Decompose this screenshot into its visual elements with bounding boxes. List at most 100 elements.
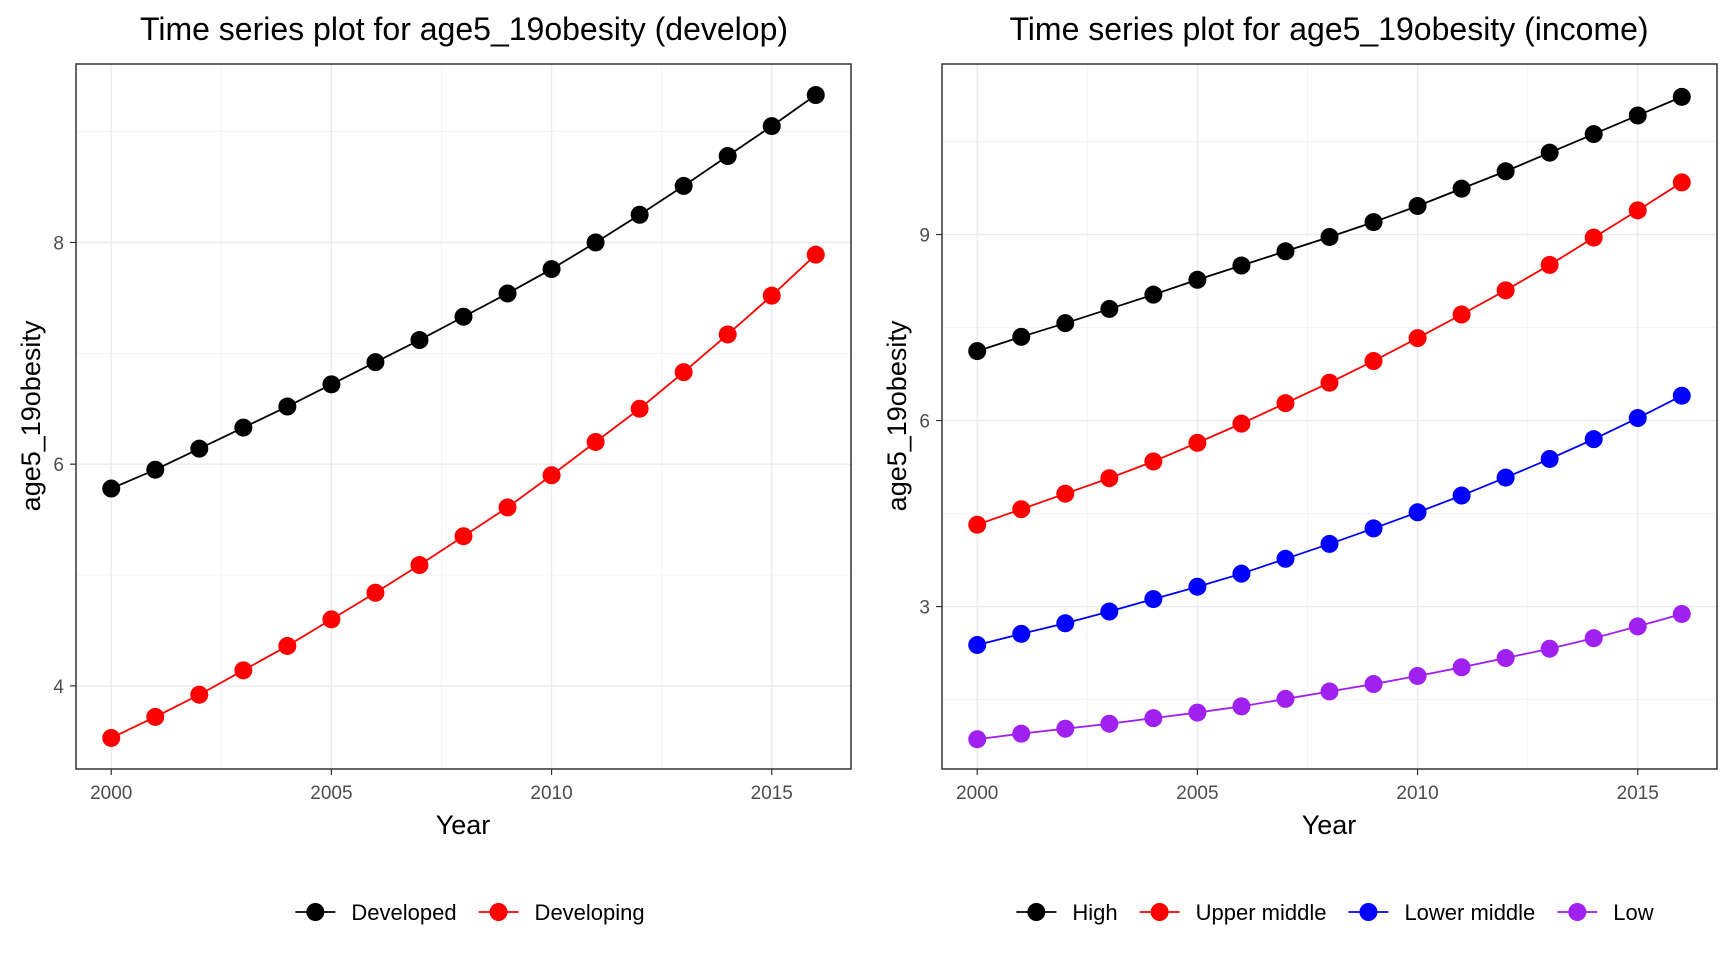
data-point	[1452, 179, 1471, 198]
data-point	[542, 260, 561, 279]
data-point	[1232, 256, 1251, 275]
data-point	[1144, 590, 1163, 609]
legend-label: Low	[1613, 900, 1653, 925]
data-point	[1188, 270, 1207, 289]
data-point	[1232, 564, 1251, 583]
legend-item: Upper middle	[1139, 900, 1327, 925]
data-point	[718, 325, 737, 344]
plot-panel-border	[941, 63, 1718, 770]
data-point	[1056, 614, 1075, 633]
data-point	[1452, 658, 1471, 677]
data-point	[1496, 468, 1515, 487]
data-point	[1144, 709, 1163, 728]
data-point	[1100, 469, 1119, 488]
data-point	[968, 730, 987, 749]
y-axis-title: age5_19obesity	[16, 320, 46, 511]
data-point	[586, 432, 605, 451]
data-point	[1100, 299, 1119, 318]
data-point	[1672, 386, 1691, 405]
chart-income: Time series plot for age5_19obesity (inc…	[882, 11, 1718, 925]
data-point	[806, 245, 825, 264]
data-point	[146, 460, 165, 479]
legend-label: Upper middle	[1196, 900, 1327, 925]
grid	[942, 64, 1717, 769]
chart-title: Time series plot for age5_19obesity (dev…	[140, 11, 788, 47]
x-tick-label: 2010	[1396, 783, 1438, 804]
y-tick-label: 8	[53, 233, 64, 254]
legend-key-point	[489, 903, 508, 921]
y-tick-label: 9	[919, 226, 930, 247]
data-point	[190, 439, 209, 458]
data-point	[674, 363, 693, 382]
data-point	[1100, 714, 1119, 733]
data-point	[1364, 352, 1383, 371]
series-line	[977, 613, 1683, 741]
data-point	[1012, 724, 1031, 743]
data-point	[1012, 624, 1031, 643]
data-point	[410, 331, 429, 350]
data-point	[806, 86, 825, 105]
data-point	[1584, 430, 1603, 449]
legend-key-point	[1359, 903, 1378, 921]
data-point	[1320, 682, 1339, 701]
data-point	[1276, 549, 1295, 568]
grid	[76, 64, 851, 769]
series-line	[110, 254, 817, 739]
legend-item: Developing	[478, 900, 645, 925]
legend-key-point	[1150, 903, 1169, 921]
data-point	[1452, 486, 1471, 505]
data-point	[1540, 143, 1559, 162]
data-point	[1408, 503, 1427, 522]
x-axis-title: Year	[1302, 810, 1357, 840]
data-point	[1628, 409, 1647, 428]
data-point	[1584, 228, 1603, 247]
data-point	[1012, 327, 1031, 346]
data-point	[410, 556, 429, 575]
legend-label: Developing	[535, 900, 645, 925]
data-point	[1496, 281, 1515, 300]
axis-ticks: 2000 2005 2010 2015 4 6 8	[53, 233, 792, 804]
data-point	[968, 342, 987, 361]
legend-item: Developed	[295, 900, 457, 925]
data-point	[1540, 639, 1559, 658]
data-point	[1408, 666, 1427, 685]
x-tick-label: 2005	[1176, 783, 1218, 804]
data-point	[968, 515, 987, 534]
series-layer	[968, 87, 1691, 749]
data-point	[1144, 452, 1163, 471]
axis-ticks: 2000 2005 2010 2015 3 6 9	[919, 226, 1658, 804]
data-point	[1540, 449, 1559, 468]
data-point	[1276, 689, 1295, 708]
plot-panel-border	[75, 63, 852, 770]
data-point	[586, 233, 605, 252]
data-point	[322, 375, 341, 394]
data-point	[366, 353, 385, 372]
data-point	[1496, 649, 1515, 668]
data-point	[1496, 162, 1515, 181]
series-line	[976, 96, 1683, 352]
data-point	[366, 583, 385, 602]
x-tick-label: 2010	[530, 783, 572, 804]
data-point	[1320, 227, 1339, 246]
data-point	[1056, 484, 1075, 503]
x-tick-label: 2015	[751, 783, 793, 804]
data-point	[1408, 196, 1427, 215]
data-point	[1276, 242, 1295, 261]
legend-item: Low	[1557, 900, 1654, 925]
legend-label: Developed	[351, 900, 456, 925]
chart-develop: Time series plot for age5_19obesity (dev…	[16, 11, 852, 925]
data-point	[1584, 629, 1603, 648]
data-point	[190, 685, 209, 704]
data-point	[762, 286, 781, 305]
data-point	[1232, 414, 1251, 433]
legend: High Upper middle Lower middle Low	[1016, 900, 1654, 925]
legend-item: High	[1016, 900, 1118, 925]
legend-label: High	[1072, 900, 1117, 925]
legend-key-point	[1568, 903, 1587, 921]
legend-key-point	[306, 903, 325, 921]
x-tick-label: 2000	[956, 783, 998, 804]
x-axis-title: Year	[436, 810, 491, 840]
series-line	[977, 394, 1683, 646]
